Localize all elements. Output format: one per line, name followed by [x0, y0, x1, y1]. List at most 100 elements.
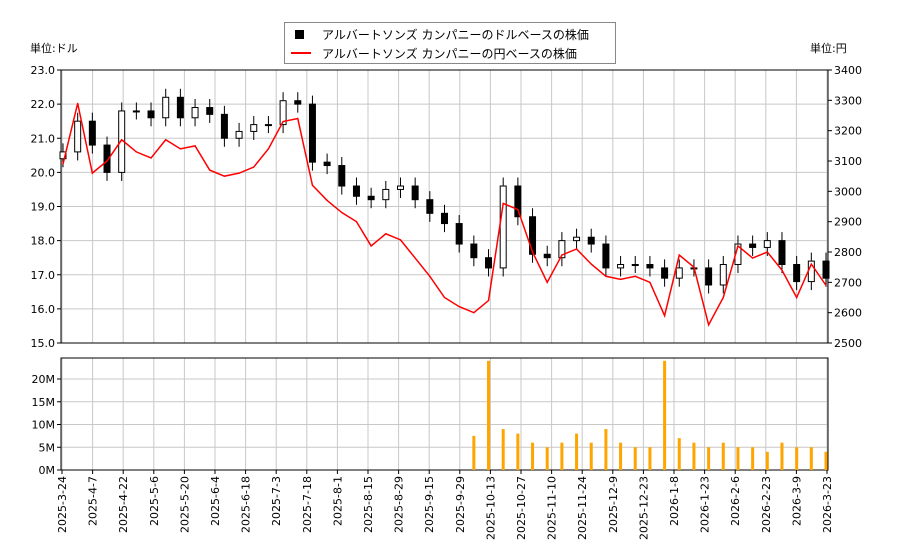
jpy-point	[355, 221, 358, 223]
candle-body	[705, 267, 713, 286]
jpy-point	[693, 266, 695, 268]
jpy-point	[267, 148, 270, 150]
x-tick-label: 2025-8-15	[362, 476, 375, 533]
candle-body	[338, 165, 346, 187]
jpy-point	[752, 257, 754, 259]
volume-bar	[531, 442, 535, 470]
right-tick-label: 3300	[834, 94, 862, 107]
candle-body	[103, 144, 111, 173]
volume-bar	[648, 447, 652, 470]
volume-bar	[560, 442, 564, 470]
jpy-point	[121, 139, 123, 141]
jpy-point	[649, 281, 651, 283]
jpy-point	[487, 299, 490, 302]
candle-body	[763, 240, 771, 248]
candle-body	[661, 267, 669, 279]
jpy-point	[223, 175, 226, 177]
x-tick-label: 2025-7-3	[270, 476, 283, 526]
jpy-point	[399, 239, 402, 241]
right-tick-label: 3200	[834, 125, 862, 138]
volume-bar	[633, 447, 637, 470]
jpy-point	[238, 172, 240, 174]
x-tick-label: 2025-6-18	[240, 476, 253, 533]
x-tick-label: 2025-5-20	[178, 476, 191, 533]
candle-body	[749, 243, 757, 248]
candle-body	[162, 96, 170, 119]
volume-bar	[751, 447, 755, 470]
volume-bar	[604, 429, 608, 470]
volume-bar	[824, 451, 828, 470]
jpy-point	[575, 248, 578, 250]
x-tick-label: 2025-9-15	[423, 476, 436, 533]
legend-item-usd: アルバートソンズ カンパニーのドルベースの株価	[291, 25, 589, 43]
volume-bar	[677, 438, 681, 470]
volume-bar	[809, 447, 813, 470]
left-tick-label: 16.0	[31, 303, 56, 316]
left-tick-label: 20.0	[31, 166, 56, 179]
jpy-point	[282, 120, 284, 123]
right-tick-label: 2800	[834, 246, 862, 259]
candle-body	[176, 96, 184, 119]
candle-body	[426, 199, 434, 214]
x-tick-label: 2025-9-29	[454, 476, 467, 533]
candle-body	[529, 216, 537, 255]
x-tick-label: 2025-8-1	[331, 476, 344, 526]
jpy-point	[194, 145, 196, 147]
jpy-point	[517, 208, 519, 211]
jpy-point	[297, 117, 299, 120]
candle-body	[514, 185, 522, 218]
candle-body	[499, 185, 507, 269]
jpy-point	[546, 281, 548, 283]
candle-body	[719, 264, 727, 286]
right-axis-unit: 単位:円	[810, 42, 847, 55]
jpy-point	[209, 169, 211, 171]
candle-body	[250, 124, 258, 132]
volume-bar	[487, 360, 491, 470]
volume-tick-label: 15M	[32, 396, 56, 409]
jpy-point	[678, 254, 680, 256]
volume-bar	[780, 442, 784, 470]
volume-bar	[663, 360, 667, 470]
candle-body	[631, 264, 639, 267]
legend: アルバートソンズ カンパニーのドルベースの株価 アルバートソンズ カンパニーの円…	[284, 22, 616, 64]
jpy-point	[106, 160, 108, 162]
x-tick-label: 2025-11-24	[576, 476, 589, 540]
x-tick-label: 2025-10-13	[484, 476, 497, 540]
x-tick-label: 2025-12-23	[637, 476, 650, 540]
jpy-point	[796, 296, 798, 299]
jpy-point	[473, 312, 475, 314]
candle-body	[543, 253, 551, 259]
right-tick-label: 3000	[834, 185, 862, 198]
volume-plot-frame	[60, 357, 829, 471]
volume-bar	[501, 429, 505, 470]
left-tick-label: 23.0	[31, 64, 56, 77]
candle-body	[323, 161, 331, 167]
jpy-point	[781, 269, 783, 271]
jpy-point	[737, 245, 739, 247]
x-tick-label: 2025-6-4	[209, 476, 222, 526]
volume-bar	[707, 447, 711, 470]
legend-item-jpy: アルバートソンズ カンパニーの円ベースの株価	[291, 44, 577, 62]
jpy-point	[135, 151, 137, 153]
right-tick-label: 3100	[834, 155, 862, 168]
candle-body	[352, 185, 360, 197]
jpy-point	[253, 166, 255, 168]
price-plot-frame	[60, 69, 829, 344]
x-tick-label: 2025-4-22	[117, 476, 130, 533]
right-tick-label: 3400	[834, 64, 862, 77]
jpy-point	[766, 251, 768, 253]
candle-body	[822, 260, 830, 279]
candle-body	[455, 223, 463, 245]
left-axis-unit: 単位:ドル	[30, 42, 78, 55]
volume-bar	[516, 433, 520, 470]
volume-bar	[721, 442, 725, 470]
volume-bar	[765, 451, 769, 470]
candle-body	[308, 103, 316, 163]
x-tick-label: 2025-8-29	[393, 476, 406, 533]
candle-body	[470, 243, 478, 259]
candle-body	[74, 120, 82, 153]
jpy-point	[165, 139, 167, 141]
candle-body	[147, 110, 155, 119]
